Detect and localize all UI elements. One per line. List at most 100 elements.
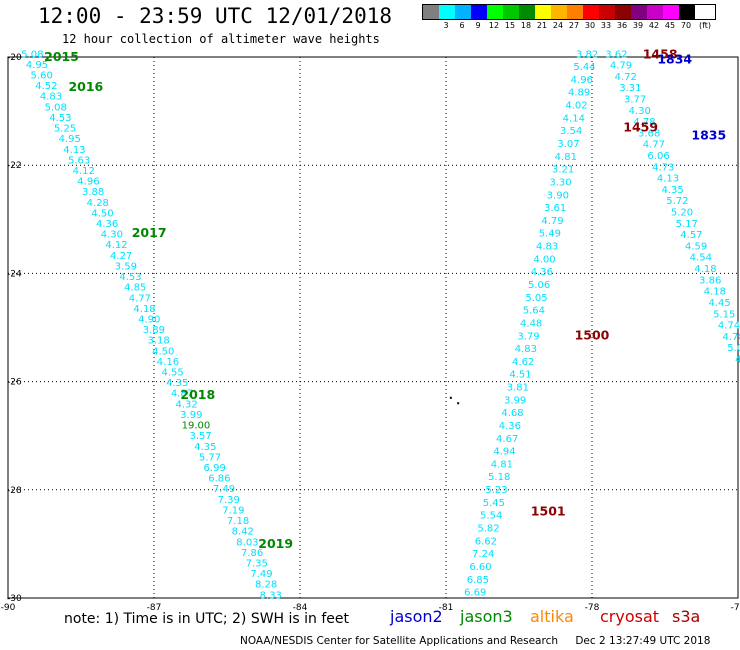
- swh-value: 5.54: [480, 511, 502, 522]
- swh-value: 5.20: [671, 208, 693, 219]
- x-tick-label: -78: [585, 603, 600, 613]
- y-tick-label: -22: [7, 161, 22, 171]
- legend-label: 15: [504, 21, 516, 30]
- swh-value: 4.74: [718, 321, 740, 332]
- swh-value: 4.77: [643, 140, 665, 151]
- x-tick-label: -81: [439, 603, 454, 613]
- x-tick-label: -75: [731, 603, 740, 613]
- swh-value: 4.27: [110, 251, 132, 262]
- legend-swatch: [599, 5, 615, 19]
- swh-value: 4.79: [541, 216, 563, 227]
- time-label: 1459: [623, 119, 658, 134]
- x-tick-label: -84: [293, 603, 308, 613]
- swh-value: 3.31: [619, 83, 641, 94]
- legend-swatch: [567, 5, 583, 19]
- swh-value: 3.99: [504, 395, 526, 406]
- legend-swatches: [422, 4, 716, 20]
- time-label: 1458: [643, 46, 678, 61]
- legend-swatch: [455, 5, 471, 19]
- swh-value: 4.85: [124, 283, 146, 294]
- swh-value: 3.79: [517, 331, 539, 342]
- swh-value: 4.53: [119, 272, 141, 283]
- swh-value: 7.39: [218, 495, 240, 506]
- swh-value: 3.54: [560, 126, 582, 137]
- swh-value: 4.90: [138, 314, 160, 325]
- swh-value: 4.54: [690, 253, 712, 264]
- swh-value: 5.44: [573, 62, 595, 73]
- track-marker: [457, 402, 460, 405]
- swh-value: 7.49: [213, 484, 235, 495]
- legend-label: 12: [488, 21, 500, 30]
- footer: NOAA/NESDIS Center for Satellite Applica…: [240, 635, 724, 647]
- swh-value: 7.18: [227, 516, 249, 527]
- swh-value: 3.21: [552, 165, 574, 176]
- swh-value: 3.81: [507, 383, 529, 394]
- swh-value: 3.82: [576, 49, 598, 60]
- swh-value: 7.49: [250, 569, 272, 580]
- time-label: 2015: [44, 49, 79, 64]
- legend-swatch: [439, 5, 455, 19]
- satellite-name-jason3: jason3: [460, 607, 513, 626]
- swh-value: 8.42: [232, 527, 254, 538]
- swh-value: 5.49: [539, 229, 561, 240]
- legend-swatch: [471, 5, 487, 19]
- swh-value: 5.25: [54, 124, 76, 135]
- legend-label: (ft): [698, 21, 712, 30]
- plot-frame: [7, 56, 739, 599]
- swh-value: 4.02: [565, 101, 587, 112]
- legend-label: [422, 21, 438, 30]
- swh-value: 3.77: [624, 95, 646, 106]
- swh-value: 8.03: [236, 537, 258, 548]
- swh-value: 3.88: [82, 187, 104, 198]
- swh-value: 5.08: [727, 343, 740, 354]
- swh-value: 5.63: [68, 155, 90, 166]
- swh-value: 4.50: [152, 346, 174, 357]
- legend-label: 45: [664, 21, 676, 30]
- legend-swatch: [647, 5, 663, 19]
- swh-value: 4.28: [87, 198, 109, 209]
- swh-value: 6.62: [475, 536, 497, 547]
- swh-value: 4.62: [512, 357, 534, 368]
- swh-value: 3.62: [605, 49, 627, 60]
- swh-value: 5.64: [523, 306, 545, 317]
- swh-value: 5.08: [21, 49, 43, 60]
- swh-value: 5.17: [676, 219, 698, 230]
- page-title: 12:00 - 23:59 UTC 12/01/2018: [38, 4, 393, 28]
- swh-value: 5.60: [31, 71, 53, 82]
- time-label: 1834: [657, 52, 692, 67]
- swh-value: 6.99: [204, 463, 226, 474]
- y-tick-label: -30: [7, 594, 22, 604]
- legend-label: 18: [520, 21, 532, 30]
- swh-value: 4.78: [633, 117, 655, 128]
- swh-value: 5.08: [45, 102, 67, 113]
- swh-value: 4.57: [680, 230, 702, 241]
- swh-value: 5.15: [713, 309, 735, 320]
- swh-value: 5.18: [488, 472, 510, 483]
- swh-value: 4.16: [157, 357, 179, 368]
- swh-value: 4.59: [685, 241, 707, 252]
- swh-value: 6.60: [469, 562, 491, 573]
- swh-value: 5.06: [528, 280, 550, 291]
- x-tick-label: -87: [147, 603, 162, 613]
- time-label: 2019: [258, 536, 293, 551]
- legend-swatch: [663, 5, 679, 19]
- legend-label: 70: [680, 21, 692, 30]
- y-tick-label: -26: [7, 378, 22, 388]
- legend-label: 30: [584, 21, 596, 30]
- swh-value: 4.18: [704, 287, 726, 298]
- swh-value: 4.52: [35, 81, 57, 92]
- legend-label: 33: [600, 21, 612, 30]
- legend-label: 6: [459, 21, 465, 30]
- swh-value: 4.35: [166, 378, 188, 389]
- swh-value: 4.36: [96, 219, 118, 230]
- time-label: 2016: [68, 79, 103, 94]
- swh-value: 3.30: [549, 177, 571, 188]
- swh-value: 4.9: [735, 354, 740, 365]
- legend-swatch: [535, 5, 551, 19]
- legend-swatch: [631, 5, 647, 19]
- legend-swatch: [679, 5, 695, 19]
- swh-value: 4.77: [129, 293, 151, 304]
- time-label: 2017: [132, 225, 167, 240]
- swh-value: 4.48: [520, 318, 542, 329]
- swh-value: 4.13: [657, 174, 679, 185]
